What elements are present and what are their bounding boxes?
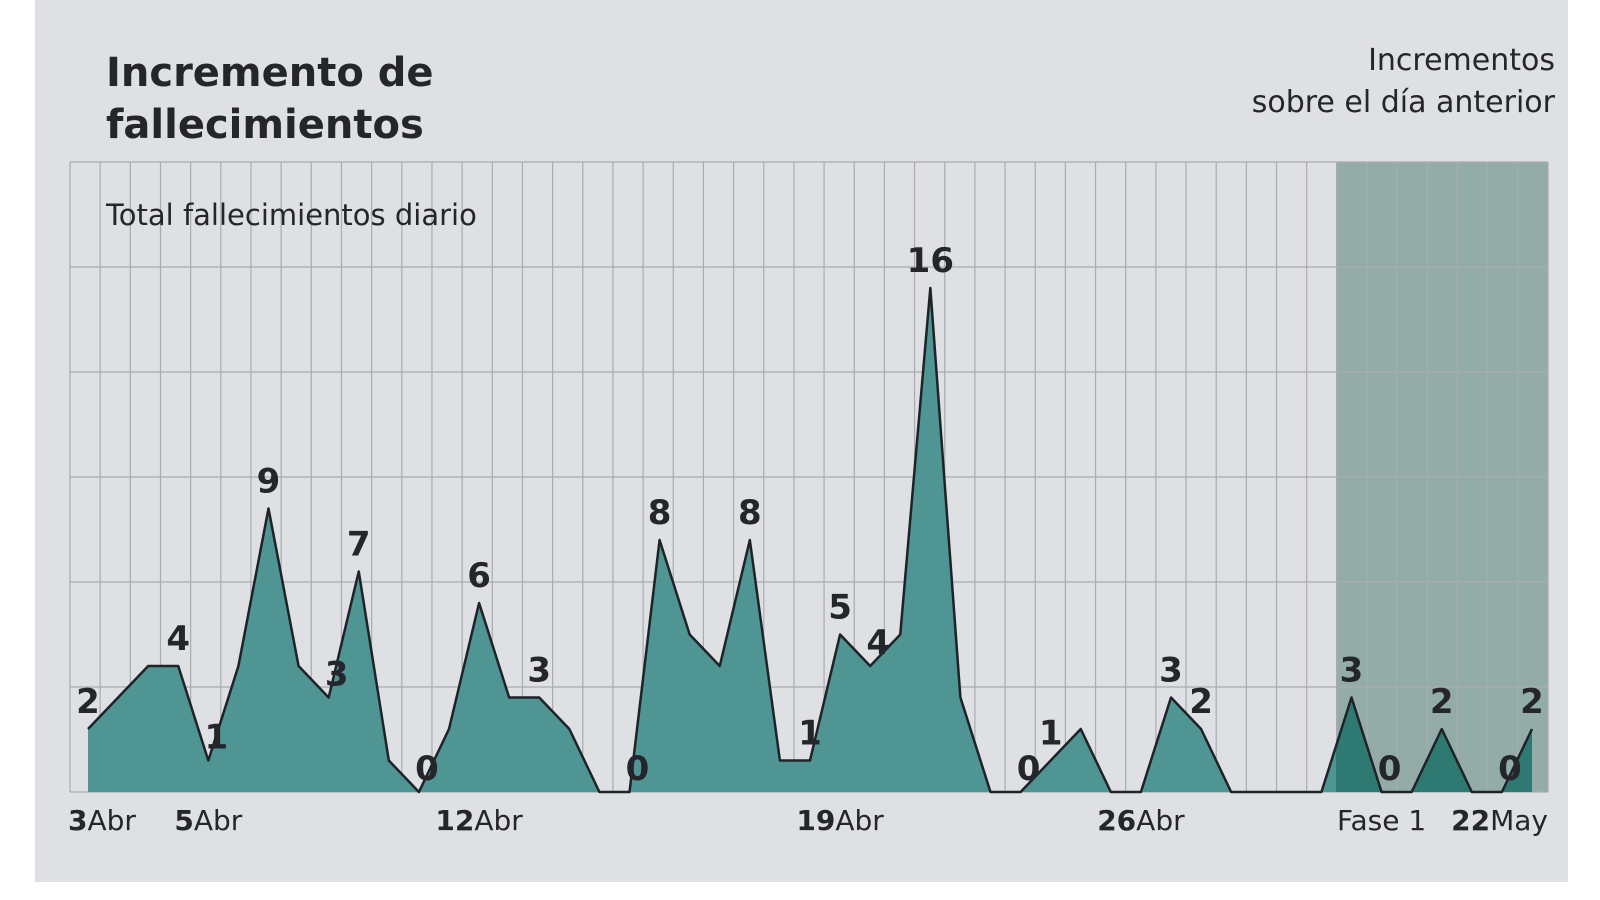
value-label: 4 [166,619,190,659]
x-tick-label: Fase 1 [1337,804,1426,837]
value-label: 9 [257,462,281,502]
value-label: 1 [1039,714,1063,754]
value-label: 0 [415,749,439,789]
note-line: sobre el día anterior [1252,85,1556,120]
title-line: fallecimientos [106,102,424,148]
value-label: 8 [738,493,762,533]
value-label: 3 [1159,651,1183,691]
title-line: Incremento de [106,50,434,96]
value-label: 8 [648,493,672,533]
area [88,288,1532,792]
value-label: 0 [1017,749,1041,789]
value-label: 3 [325,655,349,695]
subtitle: Total fallecimientos diario [105,198,477,232]
note: Incrementos sobre el día anterior [1252,43,1556,120]
chart-title: Incremento de fallecimientos [106,50,434,148]
value-label: 0 [1498,749,1522,789]
value-label: 2 [1520,682,1544,722]
value-label: 1 [204,718,228,758]
note-line: Incrementos [1368,43,1555,78]
value-label: 0 [1378,749,1402,789]
line [87,286,1534,794]
x-tick-label: 5Abr [174,804,242,837]
x-tick-label: 12Abr [435,804,523,837]
x-tick-label: 19Abr [796,804,884,837]
value-label: 1 [798,714,822,754]
x-tick-label: 3Abr [68,804,136,837]
value-label: 3 [1340,651,1364,691]
value-label: 2 [1430,682,1454,722]
x-tick-label: 22May [1451,804,1548,837]
x-tick-label: 26Abr [1097,804,1185,837]
value-label: 2 [76,682,100,722]
highlight-area [1336,697,1532,792]
value-label: 0 [626,749,650,789]
value-label: 16 [907,241,954,281]
value-label: 5 [828,588,852,628]
value-label: 7 [347,525,371,565]
value-label: 3 [527,651,551,691]
value-label: 2 [1189,682,1213,722]
value-label: 6 [467,556,491,596]
value-label: 4 [866,623,890,663]
